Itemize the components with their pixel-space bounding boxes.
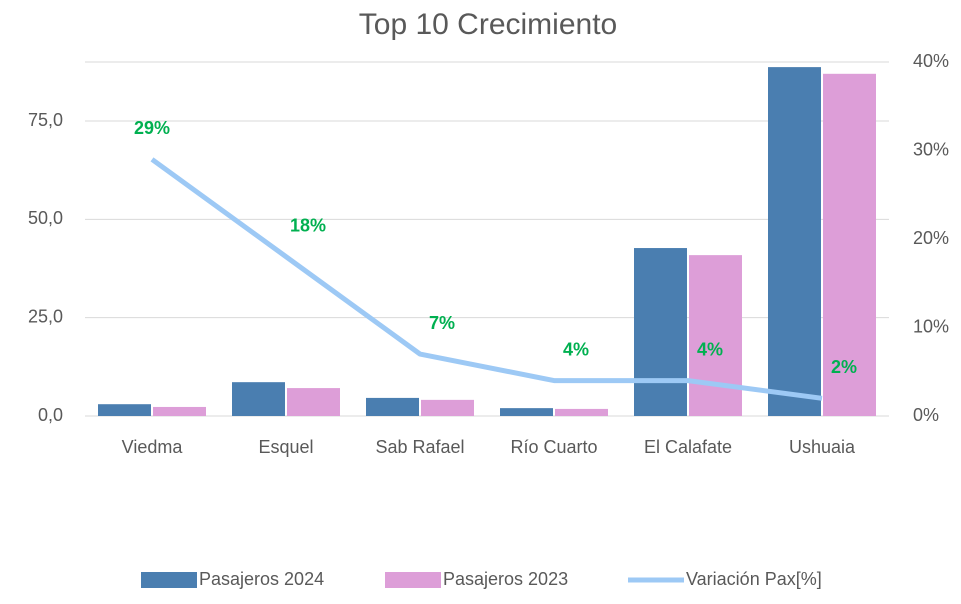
y2-tick-label: 30% bbox=[913, 139, 949, 159]
y-tick-label: 0,0 bbox=[38, 405, 63, 425]
y-tick-label: 75,0 bbox=[28, 110, 63, 130]
bar bbox=[768, 67, 821, 416]
data-label: 4% bbox=[697, 339, 723, 359]
legend-label: Variación Pax[%] bbox=[686, 569, 822, 589]
bar bbox=[98, 404, 151, 416]
bar bbox=[555, 408, 608, 416]
x-tick-label: El Calafate bbox=[644, 437, 732, 457]
legend-label: Pasajeros 2024 bbox=[199, 569, 324, 589]
y-tick-label: 50,0 bbox=[28, 208, 63, 228]
y-tick-label: 25,0 bbox=[28, 306, 63, 326]
y2-tick-label: 20% bbox=[913, 228, 949, 248]
y2-tick-label: 40% bbox=[913, 51, 949, 71]
legend-swatch bbox=[141, 572, 197, 588]
x-tick-label: Esquel bbox=[258, 437, 313, 457]
data-label: 4% bbox=[563, 339, 589, 359]
legend-label: Pasajeros 2023 bbox=[443, 569, 568, 589]
bar bbox=[366, 397, 419, 416]
x-tick-label: Sab Rafael bbox=[375, 437, 464, 457]
legend-swatch bbox=[385, 572, 441, 588]
bar bbox=[153, 406, 206, 416]
chart-title: Top 10 Crecimiento bbox=[359, 8, 617, 41]
data-label: 29% bbox=[134, 118, 170, 138]
data-label: 18% bbox=[290, 215, 326, 235]
data-label: 7% bbox=[429, 313, 455, 333]
bar bbox=[287, 388, 340, 416]
bar bbox=[634, 248, 687, 416]
line bbox=[150, 157, 823, 401]
bar bbox=[500, 408, 553, 416]
y2-tick-label: 10% bbox=[913, 316, 949, 336]
y2-tick-label: 0% bbox=[913, 405, 939, 425]
bar bbox=[823, 73, 876, 417]
x-tick-label: Viedma bbox=[122, 437, 184, 457]
bar bbox=[232, 382, 285, 416]
bar bbox=[689, 255, 742, 416]
x-tick-label: Río Cuarto bbox=[510, 437, 597, 457]
bar bbox=[421, 399, 474, 416]
x-tick-label: Ushuaia bbox=[789, 437, 856, 457]
data-label: 2% bbox=[831, 357, 857, 377]
